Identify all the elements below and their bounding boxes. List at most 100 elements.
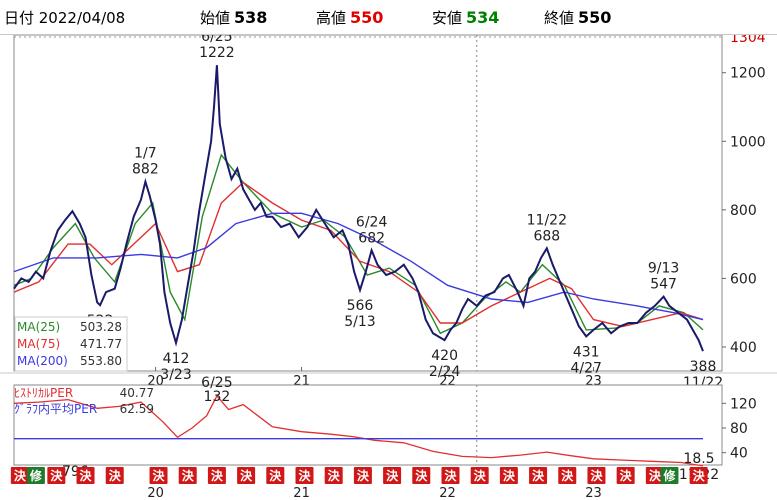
settlement-marker: 決 <box>470 467 489 484</box>
revision-marker: 修 <box>26 467 45 484</box>
marker-box <box>529 467 548 484</box>
date-label: 日付 2022/04/08 <box>4 9 126 27</box>
per-legend-name: ｸﾞﾗﾌ内平均PER <box>14 402 97 416</box>
marker-text: 決 <box>693 468 706 483</box>
settlement-marker: 決 <box>383 467 402 484</box>
per-legend-value: 40.77 <box>120 386 154 400</box>
y-tick-label: 600 <box>730 271 757 287</box>
marker-text: 決 <box>649 468 662 483</box>
marker-box <box>178 467 197 484</box>
marker-text: 決 <box>80 468 93 483</box>
ma-legend-value: 471.77 <box>80 337 122 351</box>
marker-text: 決 <box>532 468 545 483</box>
settlement-marker: 決 <box>295 467 314 484</box>
marker-text: 決 <box>620 468 633 483</box>
settlement-marker: 決 <box>529 467 548 484</box>
per-x-tick-label: 20 <box>147 486 164 500</box>
marker-box <box>295 467 314 484</box>
settlement-marker: 決 <box>558 467 577 484</box>
price-plot-area <box>13 35 723 372</box>
marker-box <box>616 467 635 484</box>
marker-box <box>10 467 29 484</box>
marker-box <box>353 467 372 484</box>
low-value: 534 <box>466 8 500 27</box>
marker-box <box>266 467 285 484</box>
marker-box <box>441 467 460 484</box>
peak-date-label: 11/22 <box>527 212 567 228</box>
peak-value-label: 1222 <box>199 45 235 61</box>
marker-text: 決 <box>109 468 122 483</box>
per-x-tick-label: 23 <box>585 486 602 500</box>
peak-date-label: 9/13 <box>648 261 679 277</box>
trough-value-label: 388 <box>690 359 717 375</box>
y-tick-label: 800 <box>730 203 757 219</box>
peak-date-label: 1/7 <box>134 146 157 162</box>
marker-text: 決 <box>444 468 457 483</box>
marker-text: 修 <box>662 468 676 483</box>
peak-value-label: 547 <box>650 277 677 293</box>
marker-text: 決 <box>269 468 282 483</box>
per-x-tick-label: 22 <box>439 486 456 500</box>
marker-box <box>105 467 124 484</box>
marker-text: 決 <box>590 468 603 483</box>
per-legend-name: ﾋｽﾄﾘｶﾙPER <box>14 386 73 400</box>
ma-legend-name: MA(200) <box>17 354 68 368</box>
marker-box <box>470 467 489 484</box>
ma-legend-name: MA(75) <box>17 337 60 351</box>
per-x-tick-label: 21 <box>293 486 310 500</box>
marker-text: 決 <box>474 468 487 483</box>
price-panel: 400600800100012001304202122236/267965229… <box>0 35 777 480</box>
per-panel: 40 80 120 ﾋｽﾄﾘｶﾙPER 40.77 ｸﾞﾗﾌ内平均PER 62.59 6/25… <box>10 375 757 500</box>
trough-date-label: 5/13 <box>344 314 375 330</box>
close-label: 終値 <box>544 9 575 27</box>
marker-text: 決 <box>561 468 574 483</box>
per-y-tick-label: 120 <box>730 396 757 412</box>
marker-text: 決 <box>503 468 516 483</box>
marker-text: 決 <box>240 468 253 483</box>
open-price: 始値 538 <box>200 7 267 28</box>
marker-box <box>660 467 679 484</box>
marker-box <box>587 467 606 484</box>
trough-value-label: 420 <box>431 348 458 364</box>
settlement-marker: 決 <box>499 467 518 484</box>
open-label: 始値 <box>200 9 231 27</box>
high-label: 高値 <box>316 9 347 27</box>
trough-value-label: 412 <box>163 351 190 367</box>
settlement-marker: 決 <box>76 467 95 484</box>
trough-date-label: 2/24 <box>429 364 461 380</box>
peak-date-label: 6/25 <box>201 35 232 45</box>
marker-box <box>689 467 708 484</box>
quote-header: 日付 2022/04/08 始値 538 高値 550 安値 534 終値 550 <box>0 0 777 35</box>
marker-box <box>324 467 343 484</box>
marker-text: 決 <box>153 468 166 483</box>
price-line <box>13 65 704 352</box>
per-last-value-label: 18.5 <box>683 451 714 467</box>
max-reference-label: 1304 <box>730 35 766 46</box>
marker-text: 決 <box>298 468 311 483</box>
settlement-marker: 決 <box>441 467 460 484</box>
peak-value-label: 882 <box>132 162 159 178</box>
per-plot-area <box>13 384 723 466</box>
marker-text: 決 <box>415 468 428 483</box>
ma-legend-value: 503.28 <box>80 320 122 334</box>
settlement-marker: 決 <box>616 467 635 484</box>
revision-marker: 修 <box>660 467 679 484</box>
y-tick-label: 400 <box>730 340 757 356</box>
settlement-marker: 決 <box>587 467 606 484</box>
settlement-marker: 決 <box>689 467 708 484</box>
per-peak-date-label: 6/25 <box>201 375 232 391</box>
ma-line <box>13 181 704 328</box>
marker-box <box>76 467 95 484</box>
trough-date-label: 3/23 <box>160 367 191 383</box>
y-tick-label: 1000 <box>730 134 766 150</box>
open-value: 538 <box>234 8 268 27</box>
settlement-marker: 決 <box>353 467 372 484</box>
marker-box <box>383 467 402 484</box>
marker-text: 決 <box>386 468 399 483</box>
high-value: 550 <box>350 8 384 27</box>
per-line <box>13 394 704 467</box>
marker-text: 修 <box>29 468 43 483</box>
peak-date-label: 6/24 <box>356 214 388 230</box>
marker-box <box>412 467 431 484</box>
per-y-tick-label: 80 <box>730 421 748 437</box>
